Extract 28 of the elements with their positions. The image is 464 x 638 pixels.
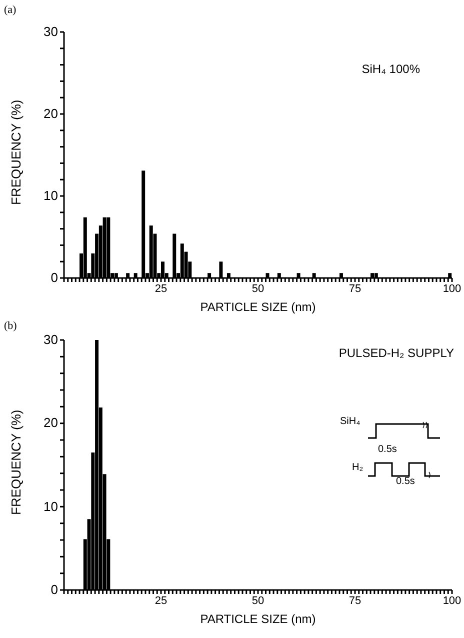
x-tick-label: 100 (442, 282, 462, 295)
chart-title: (b) (4, 320, 17, 332)
annotation: 0.5s (378, 444, 397, 455)
annotation: SiH₄ (340, 416, 360, 427)
y-tick-label: 30 (44, 24, 58, 40)
x-tick-label: 50 (252, 282, 264, 295)
annotation: 0.5s (396, 476, 415, 487)
y-tick-label: 20 (44, 415, 58, 432)
y-tick-label: 0 (50, 582, 58, 598)
y-axis-title: FREQUENCY (%) (8, 410, 24, 515)
x-tick-label: 75 (348, 594, 362, 607)
x-axis-title: PARTICLE SIZE (nm) (199, 612, 317, 626)
x-tick-label: 50 (252, 594, 264, 607)
y-tick-label: 20 (44, 106, 58, 122)
y-tick-label: 10 (44, 498, 58, 515)
x-tick-label: 25 (154, 594, 168, 607)
y-tick-label: 10 (44, 188, 58, 204)
x-tick-label: 75 (348, 282, 362, 295)
y-axis-title: FREQUENCY (%) (8, 100, 24, 205)
x-tick-label: 25 (154, 282, 168, 295)
y-tick-label: 30 (44, 332, 58, 348)
y-tick-label: 0 (50, 270, 58, 286)
x-tick-label: 100 (442, 594, 462, 607)
annotation: H₂ (352, 462, 364, 473)
annotation: PULSED-H₂ SUPPLY (338, 346, 454, 360)
annotation: SiH₄ 100% (362, 62, 420, 76)
chart-title: (a) (4, 4, 16, 16)
x-axis-title: PARTICLE SIZE (nm) (199, 300, 317, 314)
